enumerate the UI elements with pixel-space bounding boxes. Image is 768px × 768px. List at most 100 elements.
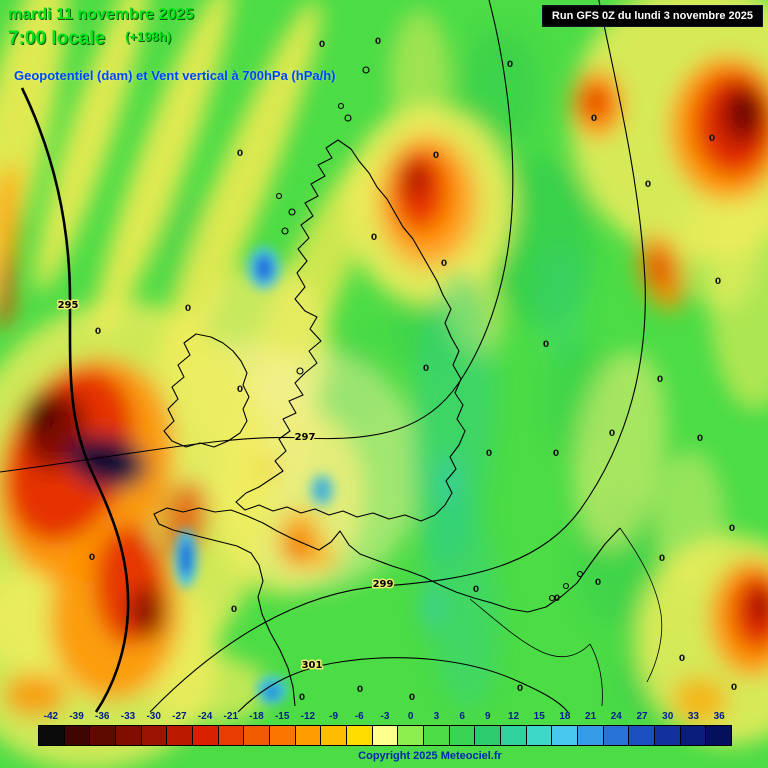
colorbar-tick-label: -27 bbox=[172, 711, 187, 722]
colorbar-tick-label: -39 bbox=[69, 711, 84, 722]
zero-mark: 0 bbox=[543, 340, 549, 350]
run-info-box: Run GFS 0Z du lundi 3 novembre 2025 bbox=[541, 5, 763, 27]
colorbar-tick-label: -33 bbox=[120, 711, 136, 722]
colorbar-segment bbox=[141, 726, 168, 745]
contour-label: 299 bbox=[373, 579, 394, 590]
zero-mark: 0 bbox=[645, 180, 651, 190]
colorbar-tick-label: -9 bbox=[329, 711, 339, 722]
country-borders bbox=[469, 527, 663, 707]
colorbar-segment bbox=[347, 726, 373, 745]
colorbar-segment bbox=[64, 726, 91, 745]
colorbar-segment bbox=[116, 726, 142, 745]
colorbar-tick-label: -30 bbox=[146, 711, 161, 722]
colorbar-segment bbox=[270, 726, 296, 745]
colorbar-segment bbox=[167, 726, 194, 745]
coastline-great-britain bbox=[235, 139, 466, 522]
colorbar-tick-label: -24 bbox=[197, 711, 213, 722]
colorbar-tick-label: 18 bbox=[559, 711, 571, 722]
colorbar-tick-label: 30 bbox=[662, 711, 674, 722]
colorbar-tick-label: 9 bbox=[485, 711, 491, 722]
zero-mark: 0 bbox=[729, 524, 735, 534]
colorbar-tick-label: 0 bbox=[407, 711, 414, 722]
zero-mark: 0 bbox=[609, 429, 615, 439]
zero-mark: 0 bbox=[89, 553, 95, 563]
zero-mark: 0 bbox=[441, 259, 447, 269]
colorbar-segment bbox=[295, 726, 322, 745]
zero-mark: 0 bbox=[357, 685, 363, 695]
contour-297 bbox=[0, 0, 514, 473]
zero-mark: 0 bbox=[237, 149, 243, 159]
colorbar-segment bbox=[321, 726, 348, 745]
zero-mark: 0 bbox=[715, 277, 721, 287]
forecast-time-row: 7:00 locale (+198h) bbox=[8, 28, 171, 50]
zero-mark: 0 bbox=[375, 37, 381, 47]
zero-mark: 0 bbox=[731, 683, 737, 693]
colorbar-segment bbox=[501, 726, 527, 745]
coastlines bbox=[153, 66, 663, 707]
zero-mark: 0 bbox=[591, 114, 597, 124]
colorbar-tick-label: 33 bbox=[687, 711, 699, 722]
colorbar-segments bbox=[38, 725, 732, 746]
zero-mark: 0 bbox=[679, 654, 685, 664]
colorbar-tick-label: 21 bbox=[585, 711, 597, 722]
contour-295 bbox=[20, 87, 130, 713]
colorbar-tick-label: -18 bbox=[249, 711, 264, 722]
zero-mark: 0 bbox=[554, 594, 560, 604]
colorbar-segment bbox=[90, 726, 117, 745]
colorbar-tick-label: -15 bbox=[274, 711, 290, 722]
colorbar-segment bbox=[372, 726, 399, 745]
colorbar-tick-label: 24 bbox=[610, 711, 622, 722]
colorbar-segment bbox=[218, 726, 245, 745]
colorbar-segment bbox=[655, 726, 681, 745]
colorbar-segment bbox=[578, 726, 604, 745]
colorbar-tick-label: 6 bbox=[459, 711, 465, 722]
forecast-time: 7:00 locale bbox=[8, 28, 106, 49]
colorbar-segment bbox=[244, 726, 271, 745]
coastline-ireland bbox=[163, 333, 250, 448]
colorbar-tick-label: -21 bbox=[223, 711, 238, 722]
contour-301 bbox=[237, 657, 569, 713]
colorbar-ticks: -42 -39 -36 -33 -30 -27 -24 -21 -18 -15 -12 -9 -6 -3 0… bbox=[38, 710, 732, 725]
copyright: Copyright 2025 Meteociel.fr bbox=[358, 750, 502, 762]
colorbar-segment bbox=[552, 726, 579, 745]
contour-label: 295 bbox=[58, 300, 79, 311]
zero-mark: 0 bbox=[507, 60, 513, 70]
contour-label: 297 bbox=[295, 432, 316, 443]
zero-mark: 0 bbox=[473, 585, 479, 595]
colorbar-segment bbox=[680, 726, 707, 745]
colorbar-tick-label: 3 bbox=[433, 711, 440, 722]
zero-mark: 0 bbox=[659, 554, 665, 564]
colorbar-tick-label: 36 bbox=[713, 711, 725, 722]
zero-mark: 0 bbox=[595, 578, 601, 588]
geopotential-contours bbox=[0, 0, 646, 713]
zero-mark: 0 bbox=[319, 40, 325, 50]
colorbar-segment bbox=[526, 726, 553, 745]
colorbar-tick-label: -6 bbox=[354, 711, 364, 722]
colorbar-segment bbox=[475, 726, 502, 745]
colorbar-area: -42 -39 -36 -33 -30 -27 -24 -21 -18 -15 -12 -9 -6 -3 0… bbox=[38, 710, 732, 746]
contour-299 bbox=[149, 0, 646, 713]
zero-mark: 0 bbox=[409, 693, 415, 703]
zero-mark: 0 bbox=[237, 385, 243, 395]
map-subtitle: Geopotentiel (dam) et Vent vertical à 70… bbox=[14, 68, 336, 83]
updraft-cores bbox=[174, 246, 336, 705]
colorbar-segment bbox=[449, 726, 476, 745]
zero-labels: 0 0 0 0 0 0 0 0 0 0 0 0 0 0 0 0 0 0 0 0 0 0 0 0 0 0 0 0 0 0 0 0 0 0 bbox=[89, 37, 737, 703]
zero-mark: 0 bbox=[185, 304, 191, 314]
colorbar-tick-label: 12 bbox=[507, 711, 520, 722]
zero-mark: 0 bbox=[657, 375, 663, 385]
zero-mark: 0 bbox=[709, 134, 715, 144]
colorbar-tick-label: -3 bbox=[380, 711, 390, 722]
colorbar-tick-label: -42 bbox=[43, 711, 59, 722]
colorbar-segment bbox=[706, 726, 732, 745]
zero-mark: 0 bbox=[433, 151, 439, 161]
colorbar-tick-label: -36 bbox=[95, 711, 110, 722]
colorbar-segment bbox=[39, 726, 65, 745]
contour-labels: 295 297 299 301 bbox=[56, 299, 395, 673]
zero-mark: 0 bbox=[299, 693, 305, 703]
coastline-continent bbox=[153, 507, 621, 707]
zero-mark: 0 bbox=[231, 605, 237, 615]
zero-mark: 0 bbox=[553, 449, 559, 459]
